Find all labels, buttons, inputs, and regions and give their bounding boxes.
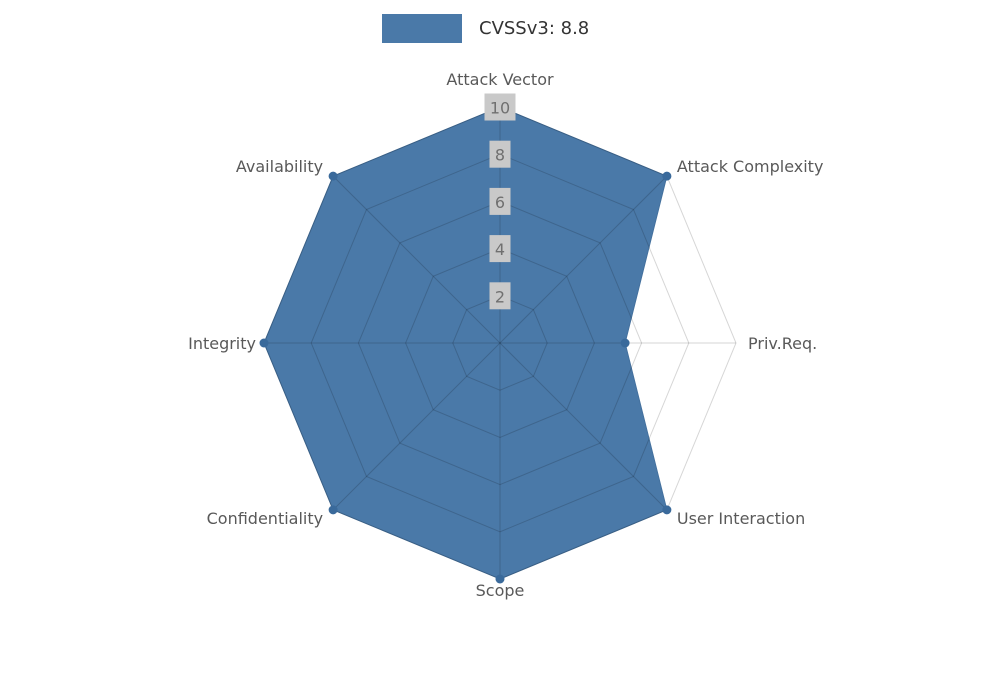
tick-label: 6 xyxy=(495,193,505,212)
vertex-dot xyxy=(328,171,338,181)
axis-label: Scope xyxy=(476,581,525,600)
tick-label-box xyxy=(489,282,511,310)
vertex-dot xyxy=(259,338,269,348)
grid-ring xyxy=(405,248,595,438)
tick-label-box xyxy=(489,187,511,215)
axis-label: Availability xyxy=(236,157,323,176)
axis-spoke xyxy=(332,175,501,344)
axis-label: Attack Complexity xyxy=(677,157,824,176)
vertex-dot xyxy=(495,574,505,584)
axis-label: User Interaction xyxy=(677,509,805,528)
axis-spoke xyxy=(499,342,668,511)
tick-label-box xyxy=(489,235,511,263)
legend-label: CVSSv3: 8.8 xyxy=(479,18,590,39)
tick-label: 2 xyxy=(495,287,505,306)
axis-label: Priv.Req. xyxy=(748,334,817,353)
axis-spoke xyxy=(332,342,501,511)
grid-ring xyxy=(452,295,548,391)
grid-ring xyxy=(310,153,690,533)
tick-label: 8 xyxy=(495,146,505,165)
vertex-dot xyxy=(662,171,672,181)
axis-label: Confidentiality xyxy=(207,509,323,528)
axis-spoke xyxy=(499,175,668,344)
vertex-dot xyxy=(620,338,630,348)
tick-label-box xyxy=(489,140,511,168)
tick-label: 4 xyxy=(495,240,505,259)
legend-swatch xyxy=(382,14,462,43)
grid-ring xyxy=(357,200,643,486)
vertex-dot xyxy=(662,505,672,515)
tick-label-box xyxy=(484,93,516,121)
tick-label: 10 xyxy=(490,99,510,118)
axis-label: Attack Vector xyxy=(446,70,554,89)
vertex-dot xyxy=(328,505,338,515)
axis-label: Integrity xyxy=(188,334,256,353)
legend-item[interactable]: CVSSv3: 8.8 xyxy=(382,14,589,43)
